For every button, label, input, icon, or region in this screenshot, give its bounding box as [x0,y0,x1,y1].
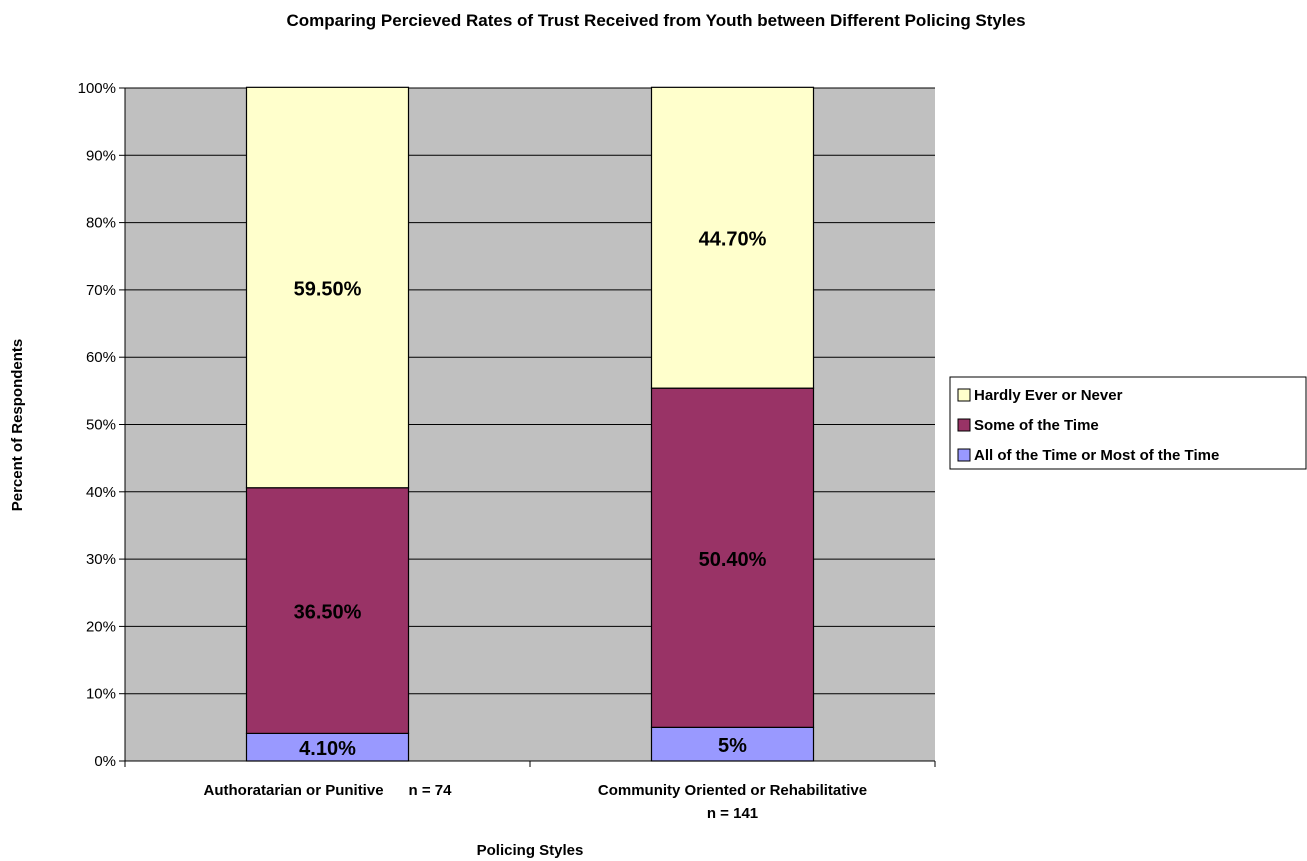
legend-swatch [957,388,971,402]
legend-label: Hardly Ever or Never [974,387,1123,404]
bar-segment [245,732,410,762]
legend-label: All of the Time or Most of the Time [974,447,1219,464]
x-tick-label: Authoratarian or Punitive n = 74 [204,782,453,799]
x-axis-ticks [124,761,936,767]
legend-box [949,376,1307,470]
x-axis-tick-labels: Authoratarian or Punitive n = 74 Communit… [204,782,868,822]
data-label: 59.50% [294,279,362,301]
chart-title: Comparing Percieved Rates of Trust Recei… [286,11,1025,30]
x-axis-title: Policing Styles [477,842,584,859]
x-tick-label: Community Oriented or Rehabilitative [598,782,867,799]
data-label: 4.10% [299,738,356,760]
y-tick-label: 0% [94,753,116,770]
data-label: 36.50% [294,602,362,624]
y-tick-label: 90% [86,147,116,164]
y-tick-label: 50% [86,417,116,434]
legend: Hardly Ever or Never Some of the Time All … [949,376,1307,470]
y-tick-label: 10% [86,686,116,703]
y-tick-label: 40% [86,484,116,501]
legend-label: Some of the Time [974,417,1099,434]
y-tick-label: 70% [86,282,116,299]
y-tick-label: 60% [86,349,116,366]
bar-segment [650,387,815,728]
data-label: 50.40% [699,549,767,571]
legend-swatch [957,418,971,432]
y-axis-title: Percent of Respondents [9,339,26,512]
data-label: 44.70% [699,229,767,251]
x-tick-label: n = 141 [707,805,758,822]
bar-segment [245,487,410,735]
bar-labels: 4.10% 36.50% 59.50% 5% 50.40% 44.70% [294,229,767,760]
y-tick-label: 20% [86,618,116,635]
legend-swatch [957,448,971,462]
bar-segment [245,86,410,489]
y-tick-label: 100% [78,80,116,97]
y-axis-ticks: 0% 10% 20% 30% 40% 50% 60% 70% 80% 90% 100% [78,80,125,770]
bar-segment [650,86,815,389]
y-tick-label: 80% [86,215,116,232]
y-tick-label: 30% [86,551,116,568]
bars [245,86,815,762]
data-label: 5% [718,735,747,757]
